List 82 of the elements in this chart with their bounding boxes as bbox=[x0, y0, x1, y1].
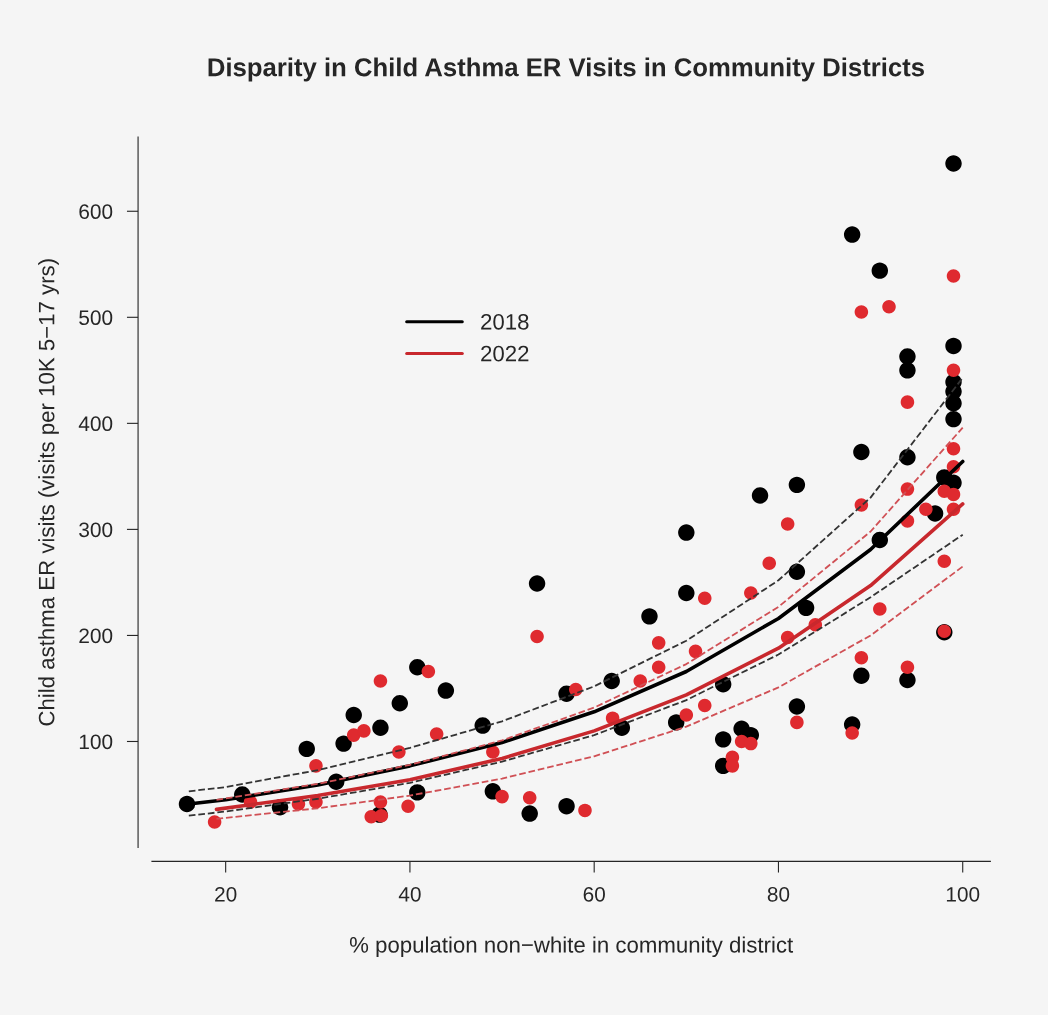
point bbox=[421, 664, 436, 679]
point bbox=[946, 269, 961, 283]
point bbox=[521, 805, 538, 822]
point bbox=[900, 660, 915, 675]
point bbox=[207, 815, 222, 829]
point bbox=[945, 337, 962, 355]
point bbox=[854, 305, 869, 319]
point bbox=[899, 348, 916, 365]
point bbox=[843, 226, 861, 243]
point bbox=[845, 726, 859, 740]
y-tick-label: 600 bbox=[79, 204, 113, 220]
y-axis-title: Child asthma ER visits (visits per 10K 5−17 yrs) bbox=[38, 259, 59, 726]
point bbox=[873, 602, 887, 616]
y-tick-label: 400 bbox=[78, 416, 113, 432]
point bbox=[486, 745, 500, 759]
point bbox=[697, 698, 712, 713]
y-tick-label: 500 bbox=[79, 310, 113, 326]
point bbox=[853, 667, 870, 684]
point bbox=[522, 790, 537, 805]
point bbox=[651, 636, 666, 650]
legend-label: 2018 bbox=[481, 313, 529, 330]
point bbox=[854, 650, 869, 665]
point bbox=[780, 517, 795, 531]
point bbox=[790, 715, 804, 730]
legend-label: 2022 bbox=[481, 345, 529, 362]
point bbox=[714, 731, 732, 748]
point bbox=[788, 563, 806, 581]
x-tick-label: 40 bbox=[398, 886, 421, 902]
point bbox=[530, 629, 544, 644]
point bbox=[678, 524, 695, 541]
point bbox=[899, 362, 916, 379]
point bbox=[651, 660, 666, 675]
chart-title: Disparity in Child Asthma ER Visits in Community Districts bbox=[208, 57, 924, 82]
point bbox=[744, 586, 758, 600]
x-tick-label: 100 bbox=[946, 886, 980, 902]
point bbox=[437, 682, 455, 699]
point bbox=[429, 727, 444, 741]
point bbox=[946, 363, 961, 378]
point bbox=[945, 410, 962, 428]
point bbox=[495, 789, 509, 804]
point bbox=[391, 695, 409, 712]
point bbox=[797, 599, 815, 617]
point bbox=[946, 487, 961, 502]
point bbox=[409, 784, 426, 801]
point bbox=[558, 797, 575, 815]
point bbox=[937, 554, 952, 568]
point bbox=[762, 556, 777, 571]
point bbox=[401, 799, 415, 813]
point bbox=[853, 443, 870, 461]
point bbox=[298, 740, 315, 758]
point bbox=[373, 674, 388, 688]
point bbox=[357, 724, 371, 738]
point bbox=[744, 736, 758, 751]
point bbox=[882, 299, 896, 314]
point bbox=[946, 442, 961, 456]
point bbox=[335, 735, 352, 752]
y-tick-label: 100 bbox=[79, 734, 113, 750]
point bbox=[309, 759, 323, 773]
y-tick-label: 300 bbox=[79, 522, 113, 538]
x-tick-label: 60 bbox=[583, 886, 605, 902]
point bbox=[528, 575, 546, 592]
y-tick-label: 200 bbox=[79, 628, 113, 644]
x-tick-label: 20 bbox=[215, 886, 237, 902]
x-axis-title: % population non−white in community district bbox=[349, 936, 794, 958]
point bbox=[788, 698, 806, 715]
point bbox=[688, 644, 703, 659]
point bbox=[697, 591, 712, 606]
point bbox=[788, 476, 806, 494]
point bbox=[578, 803, 592, 818]
point bbox=[678, 584, 695, 602]
point bbox=[919, 502, 933, 517]
point bbox=[372, 719, 389, 736]
point bbox=[725, 759, 740, 773]
point bbox=[871, 262, 889, 279]
point bbox=[679, 708, 694, 722]
point bbox=[751, 487, 769, 504]
point bbox=[945, 155, 962, 172]
point bbox=[900, 395, 915, 409]
point bbox=[641, 608, 658, 625]
point bbox=[345, 706, 362, 724]
x-tick-label: 80 bbox=[767, 886, 790, 902]
point bbox=[899, 671, 916, 689]
